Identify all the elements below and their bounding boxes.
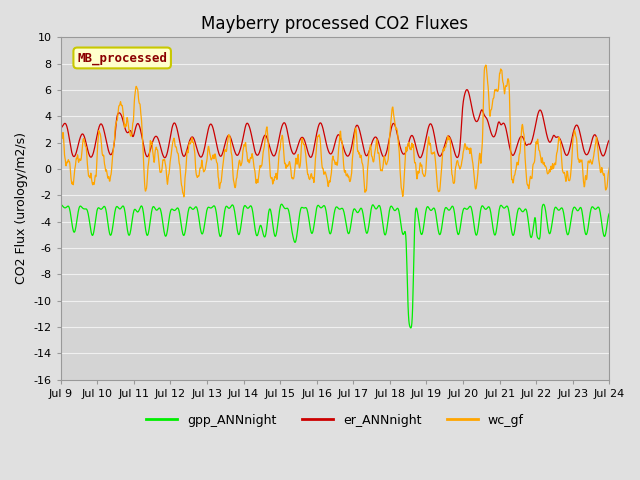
Legend: gpp_ANNnight, er_ANNnight, wc_gf: gpp_ANNnight, er_ANNnight, wc_gf	[141, 408, 529, 432]
Text: MB_processed: MB_processed	[77, 51, 167, 65]
Y-axis label: CO2 Flux (urology/m2/s): CO2 Flux (urology/m2/s)	[15, 132, 28, 285]
Title: Mayberry processed CO2 Fluxes: Mayberry processed CO2 Fluxes	[202, 15, 468, 33]
